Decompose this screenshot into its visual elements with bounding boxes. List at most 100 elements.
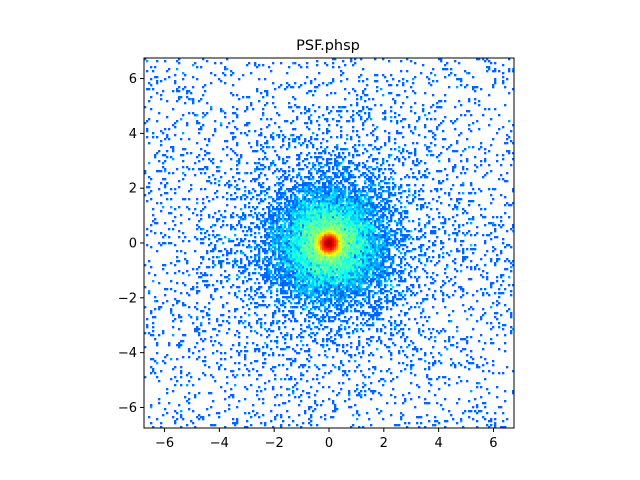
heatmap-cell: [360, 312, 363, 315]
heatmap-cell: [226, 276, 229, 279]
heatmap-cell: [380, 246, 383, 249]
heatmap-cell: [354, 256, 357, 259]
heatmap-cell: [358, 414, 361, 417]
heatmap-cell: [348, 234, 351, 237]
heatmap-cell: [174, 290, 177, 293]
heatmap-cell: [358, 262, 361, 265]
heatmap-cell: [362, 324, 365, 327]
heatmap-cell: [290, 276, 293, 279]
heatmap-cell: [428, 256, 431, 259]
heatmap-cell: [340, 294, 343, 297]
heatmap-cell: [304, 268, 307, 271]
heatmap-cell: [366, 206, 369, 209]
heatmap-cell: [262, 226, 265, 229]
heatmap-cell: [482, 314, 485, 317]
heatmap-cell: [358, 240, 361, 243]
heatmap-cell: [276, 218, 279, 221]
heatmap-cell: [352, 262, 355, 265]
heatmap-cell: [404, 400, 407, 403]
heatmap-cell: [220, 364, 223, 367]
heatmap-cell: [284, 326, 287, 329]
heatmap-cell: [332, 224, 335, 227]
heatmap-cell: [296, 290, 299, 293]
heatmap-cell: [504, 288, 507, 291]
heatmap-cell: [438, 422, 441, 425]
heatmap-cell: [316, 230, 319, 233]
heatmap-cell: [336, 344, 339, 347]
heatmap-cell: [426, 258, 429, 261]
heatmap-cell: [390, 280, 393, 283]
heatmap-cell: [260, 246, 263, 249]
heatmap-cell: [150, 366, 153, 369]
heatmap-cell: [356, 208, 359, 211]
heatmap-cell: [248, 246, 251, 249]
heatmap-cell: [262, 276, 265, 279]
heatmap-cell: [344, 256, 347, 259]
heatmap-cell: [354, 302, 357, 305]
heatmap-cell: [282, 258, 285, 261]
heatmap-cell: [306, 370, 309, 373]
heatmap-cell: [296, 230, 299, 233]
heatmap-cell: [476, 226, 479, 229]
heatmap-cell: [360, 260, 363, 263]
heatmap-cell: [340, 328, 343, 331]
heatmap-cell: [296, 238, 299, 241]
heatmap-cell: [290, 256, 293, 259]
heatmap-cell: [300, 252, 303, 255]
heatmap-cell: [456, 346, 459, 349]
heatmap-cell: [196, 328, 199, 331]
heatmap-cell: [278, 210, 281, 213]
heatmap-cell: [276, 208, 279, 211]
heatmap-cell: [346, 246, 349, 249]
heatmap-cell: [338, 226, 341, 229]
heatmap-cell: [302, 274, 305, 277]
heatmap-cell: [492, 222, 495, 225]
heatmap-cell: [386, 268, 389, 271]
heatmap-cell: [334, 316, 337, 319]
heatmap-cell: [378, 250, 381, 253]
heatmap-cell: [190, 376, 193, 379]
heatmap-cell: [242, 272, 245, 275]
heatmap-cell: [280, 378, 283, 381]
heatmap-cell: [278, 320, 281, 323]
heatmap-cell: [412, 364, 415, 367]
heatmap-cell: [194, 306, 197, 309]
heatmap-cell: [370, 336, 373, 339]
heatmap-cell: [380, 248, 383, 251]
heatmap-cell: [366, 236, 369, 239]
heatmap-cell: [314, 266, 317, 269]
heatmap-cell: [228, 262, 231, 265]
heatmap-cell: [284, 292, 287, 295]
heatmap-cell: [334, 208, 337, 211]
heatmap-cell: [470, 356, 473, 359]
heatmap-cell: [298, 272, 301, 275]
heatmap-cell: [342, 302, 345, 305]
heatmap-cell: [280, 224, 283, 227]
heatmap-cell: [310, 230, 313, 233]
heatmap-cell: [290, 270, 293, 273]
heatmap-cell: [220, 274, 223, 277]
heatmap-cell: [400, 252, 403, 255]
heatmap-cell: [384, 246, 387, 249]
heatmap-cell: [244, 268, 247, 271]
heatmap-cell: [326, 262, 329, 265]
heatmap-cell: [368, 344, 371, 347]
heatmap-cell: [376, 244, 379, 247]
heatmap-cell: [274, 208, 277, 211]
heatmap-cell: [442, 216, 445, 219]
heatmap-cell: [364, 322, 367, 325]
heatmap-cell: [364, 300, 367, 303]
heatmap-cell: [460, 286, 463, 289]
heatmap-cell: [348, 398, 351, 401]
heatmap-cell: [318, 306, 321, 309]
heatmap-cell: [370, 314, 373, 317]
heatmap-cell: [492, 216, 495, 219]
heatmap-cell: [292, 254, 295, 257]
heatmap-cell: [334, 296, 337, 299]
heatmap-cell: [294, 248, 297, 251]
heatmap-cell: [352, 270, 355, 273]
heatmap-cell: [468, 362, 471, 365]
heatmap-cell: [306, 296, 309, 299]
heatmap-cell: [278, 216, 281, 219]
heatmap-cell: [456, 382, 459, 385]
